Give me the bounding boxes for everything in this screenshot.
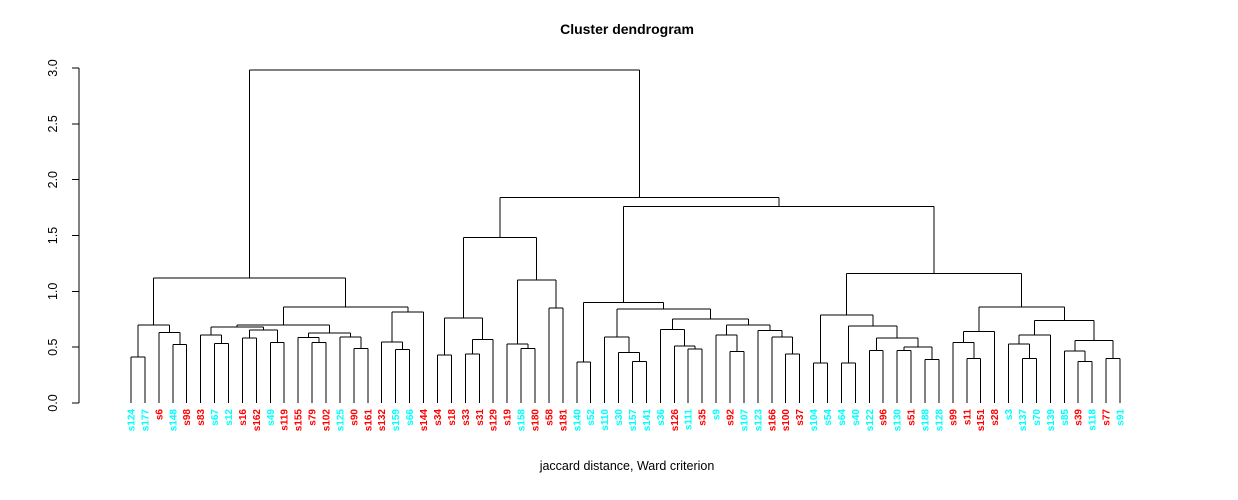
leaf-label: s83 bbox=[196, 409, 207, 426]
leaf-label: s129 bbox=[489, 409, 500, 432]
leaf-label: s54 bbox=[823, 409, 834, 426]
leaf-label: s124 bbox=[127, 409, 138, 432]
leaf-label: s181 bbox=[558, 409, 569, 432]
leaf-label: s79 bbox=[308, 409, 319, 426]
leaf-label: s99 bbox=[948, 409, 959, 426]
leaf-label: s35 bbox=[698, 409, 709, 426]
leaf-label: s130 bbox=[893, 409, 904, 432]
y-axis-tick-label: 1.5 bbox=[46, 227, 60, 244]
leaf-label: s28 bbox=[990, 409, 1001, 426]
y-axis-tick-label: 2.5 bbox=[46, 115, 60, 132]
leaf-label: s166 bbox=[767, 409, 778, 432]
y-axis-tick-label: 1.0 bbox=[46, 283, 60, 300]
leaf-label: s123 bbox=[753, 409, 764, 432]
chart-title: Cluster dendrogram bbox=[560, 21, 694, 37]
leaf-label: s155 bbox=[294, 409, 305, 432]
x-axis-caption: jaccard distance, Ward criterion bbox=[539, 459, 715, 473]
leaf-label: s100 bbox=[781, 409, 792, 432]
leaf-label: s30 bbox=[614, 409, 625, 426]
y-axis-tick-label: 2.0 bbox=[46, 171, 60, 188]
leaf-label: s107 bbox=[739, 409, 750, 432]
y-axis-tick-label: 3.0 bbox=[46, 59, 60, 76]
leaf-label: s39 bbox=[1074, 409, 1085, 426]
leaf-label: s161 bbox=[363, 409, 374, 432]
leaf-label: s18 bbox=[447, 409, 458, 426]
y-axis bbox=[72, 67, 80, 404]
leaf-label: s141 bbox=[642, 409, 653, 432]
leaf-label: s16 bbox=[238, 409, 249, 426]
leaf-label: s118 bbox=[1088, 409, 1099, 431]
leaf-label: s40 bbox=[851, 409, 862, 426]
y-axis-tick-label: 0.0 bbox=[46, 394, 60, 411]
leaf-label: s177 bbox=[140, 409, 151, 432]
leaf-label: s110 bbox=[600, 409, 611, 431]
leaf-label: s77 bbox=[1102, 409, 1113, 426]
leaf-label: s9 bbox=[712, 409, 723, 421]
dendrogram-links bbox=[130, 69, 1121, 403]
leaf-label: s6 bbox=[154, 409, 165, 421]
leaf-label: s96 bbox=[879, 409, 890, 426]
leaf-label: s49 bbox=[266, 409, 277, 426]
leaf-label: s58 bbox=[544, 409, 555, 426]
leaf-label: s33 bbox=[461, 409, 472, 426]
leaf-label: s91 bbox=[1116, 409, 1127, 426]
leaf-label: s104 bbox=[809, 409, 820, 432]
leaf-label: s92 bbox=[725, 409, 736, 426]
leaf-label: s70 bbox=[1032, 409, 1043, 426]
leaf-label: s52 bbox=[586, 409, 597, 426]
leaf-label: s159 bbox=[391, 409, 402, 432]
leaf-label: s137 bbox=[1018, 409, 1029, 432]
leaf-label: s90 bbox=[349, 409, 360, 426]
y-axis-tick-label: 0.5 bbox=[46, 338, 60, 355]
leaf-label: s188 bbox=[921, 409, 932, 432]
leaf-label: s64 bbox=[837, 409, 848, 426]
leaf-label: s144 bbox=[419, 409, 430, 432]
leaf-label: s111 bbox=[684, 409, 695, 431]
leaf-label: s51 bbox=[907, 409, 918, 426]
leaf-label: s132 bbox=[377, 409, 388, 432]
leaf-label: s102 bbox=[322, 409, 333, 432]
leaf-label: s12 bbox=[224, 409, 235, 426]
leaf-label: s148 bbox=[168, 409, 179, 432]
leaf-label: s67 bbox=[210, 409, 221, 426]
leaf-label: s126 bbox=[670, 409, 681, 432]
leaf-label: s125 bbox=[335, 409, 346, 432]
leaf-label: s119 bbox=[280, 409, 291, 431]
leaf-label: s11 bbox=[962, 409, 973, 426]
leaf-label: s37 bbox=[795, 409, 806, 426]
leaf-label: s151 bbox=[976, 409, 987, 432]
leaf-label: s139 bbox=[1046, 409, 1057, 432]
leaf-label: s157 bbox=[628, 409, 639, 432]
leaf-label: s158 bbox=[517, 409, 528, 432]
leaf-label: s66 bbox=[405, 409, 416, 426]
leaf-label: s85 bbox=[1060, 409, 1071, 426]
leaf-label: s36 bbox=[656, 409, 667, 426]
leaf-label: s34 bbox=[433, 409, 444, 426]
leaf-label: s31 bbox=[475, 409, 486, 426]
leaf-label: s98 bbox=[182, 409, 193, 426]
leaf-label: s140 bbox=[572, 409, 583, 432]
leaf-label: s128 bbox=[934, 409, 945, 432]
leaf-label: s122 bbox=[865, 409, 876, 432]
leaf-label: s3 bbox=[1004, 409, 1015, 421]
leaf-label: s180 bbox=[530, 409, 541, 432]
leaf-label: s162 bbox=[252, 409, 263, 432]
leaf-label: s19 bbox=[503, 409, 514, 426]
